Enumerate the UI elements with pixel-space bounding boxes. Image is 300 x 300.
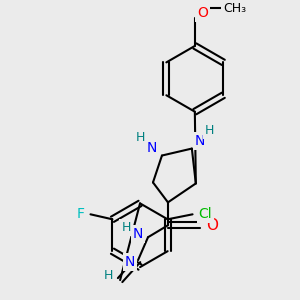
Text: H: H	[122, 221, 131, 234]
Text: N: N	[125, 255, 135, 269]
Text: H: H	[205, 124, 214, 137]
Text: Cl: Cl	[199, 207, 212, 221]
Text: O: O	[206, 218, 218, 233]
Text: N: N	[195, 134, 205, 148]
Text: CH₃: CH₃	[223, 2, 246, 15]
Text: H: H	[135, 131, 145, 144]
Text: N: N	[147, 141, 157, 154]
Text: F: F	[76, 207, 85, 221]
Text: O: O	[197, 6, 208, 20]
Text: H: H	[103, 268, 113, 282]
Text: N: N	[133, 227, 143, 241]
